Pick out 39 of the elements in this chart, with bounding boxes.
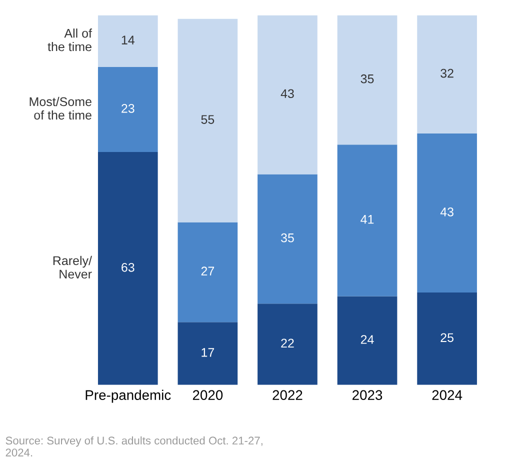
data-label: 17: [202, 348, 214, 357]
bar: [178, 322, 238, 385]
x-tick-label: Pre-pandemic: [86, 390, 171, 403]
bar: [258, 15, 318, 174]
data-label: 14: [122, 36, 134, 44]
bar: [337, 144, 398, 296]
data-label: 25: [440, 333, 454, 342]
data-label: 41: [360, 215, 374, 224]
bar: [337, 15, 398, 145]
bar: [98, 66, 158, 152]
data-label: 23: [122, 104, 134, 113]
data-label: 35: [281, 233, 294, 242]
data-label: 55: [201, 115, 214, 124]
bar: [417, 134, 477, 293]
data-label: 63: [122, 262, 134, 272]
series-label: All of the time: [48, 28, 92, 52]
x-tick-label: 2020: [192, 390, 223, 400]
bar: [98, 15, 158, 67]
bar: [258, 174, 318, 304]
bar: [417, 292, 477, 385]
bar: [337, 296, 398, 385]
series-label: Most/Some of the time: [30, 96, 92, 120]
x-tick-label: 2024: [432, 390, 462, 400]
bar: [98, 152, 158, 385]
data-label: 32: [440, 68, 454, 78]
bar: [258, 304, 318, 385]
data-label: 35: [360, 74, 374, 84]
series-label: Rarely/ Never: [53, 256, 92, 279]
data-label: 22: [281, 338, 294, 348]
bar: [178, 222, 238, 322]
data-label: 43: [440, 208, 454, 216]
data-label: 24: [360, 335, 374, 344]
x-tick-label: 2022: [272, 390, 302, 400]
x-tick-label: 2023: [352, 390, 382, 400]
data-label: 43: [280, 89, 294, 98]
source-note: Source: Survey of U.S. adults conducted Oct. 21-27, 2024.: [6, 436, 262, 456]
data-label: 27: [201, 266, 214, 276]
bar: [178, 18, 238, 222]
bar: [417, 15, 477, 134]
